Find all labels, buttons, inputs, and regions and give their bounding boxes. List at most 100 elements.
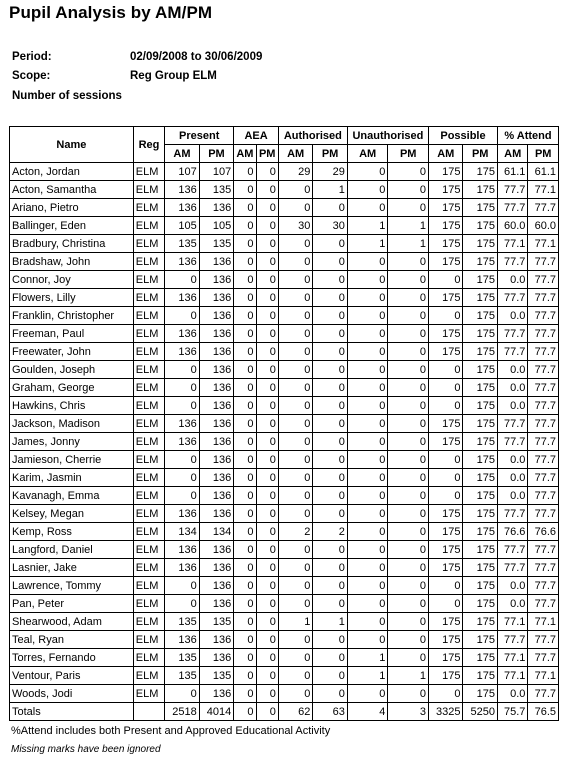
cell-unauthorised-pm: 0 (387, 432, 429, 451)
cell-attend-am: 77.1 (496, 648, 529, 667)
header-pm: PM (255, 144, 279, 163)
cell-aea-am: 0 (233, 540, 257, 559)
cell-authorised-am: 30 (277, 216, 314, 235)
cell-aea-pm: 0 (255, 468, 279, 487)
cell-attend-pm: 77.7 (527, 558, 559, 577)
cell-possible-am: 175 (427, 504, 464, 523)
cell-authorised-am: 62 (277, 702, 314, 721)
cell-name: Kavanagh, Emma (9, 486, 134, 505)
cell-authorised-pm: 0 (312, 270, 348, 289)
cell-unauthorised-am: 1 (346, 648, 389, 667)
cell-authorised-am: 29 (277, 162, 314, 181)
period-label: Period: (12, 51, 52, 63)
cell-unauthorised-pm: 0 (387, 378, 429, 397)
cell-aea-am: 0 (233, 702, 257, 721)
cell-attend-am: 77.7 (496, 198, 529, 217)
cell-attend-pm: 77.7 (527, 324, 559, 343)
cell-name: Bradshaw, John (9, 252, 134, 271)
cell-unauthorised-am: 0 (346, 180, 389, 199)
cell-possible-pm: 175 (462, 306, 498, 325)
cell-name: Flowers, Lilly (9, 288, 134, 307)
table-row: Freewater, John ELM 136 136 0 0 0 0 0 0 175 175 77.7… (9, 342, 559, 361)
cell-possible-pm: 175 (462, 576, 498, 595)
cell-authorised-am: 0 (277, 234, 314, 253)
cell-present-am: 136 (164, 558, 200, 577)
cell-name: Connor, Joy (9, 270, 134, 289)
cell-authorised-pm: 0 (312, 648, 348, 667)
cell-reg: ELM (132, 234, 166, 253)
cell-authorised-pm: 0 (312, 414, 348, 433)
cell-attend-am: 0.0 (496, 306, 529, 325)
cell-possible-pm: 175 (462, 648, 498, 667)
cell-authorised-am: 0 (277, 198, 314, 217)
cell-possible-pm: 175 (462, 288, 498, 307)
cell-name: Pan, Peter (9, 594, 134, 613)
cell-present-pm: 136 (198, 504, 235, 523)
header-am: AM (233, 144, 257, 163)
cell-possible-am: 175 (427, 342, 464, 361)
cell-present-am: 136 (164, 288, 200, 307)
cell-authorised-pm: 0 (312, 468, 348, 487)
cell-possible-pm: 175 (462, 198, 498, 217)
cell-attend-am: 77.7 (496, 288, 529, 307)
table-row: Goulden, Joseph ELM 0 136 0 0 0 0 0 0 0 175 0.0 77.7 (9, 360, 559, 379)
cell-aea-am: 0 (233, 648, 257, 667)
cell-attend-pm: 77.7 (527, 540, 559, 559)
header-unauthorised: Unauthorised (346, 126, 430, 145)
cell-unauthorised-am: 0 (346, 396, 389, 415)
table-row: Kemp, Ross ELM 134 134 0 0 2 2 0 0 175 175 76.6 76.6 (9, 522, 559, 541)
cell-aea-am: 0 (233, 162, 257, 181)
cell-authorised-am: 0 (277, 432, 314, 451)
cell-aea-am: 0 (233, 414, 257, 433)
cell-aea-am: 0 (233, 432, 257, 451)
cell-attend-pm: 77.7 (527, 450, 559, 469)
cell-present-am: 0 (164, 450, 200, 469)
cell-present-am: 105 (164, 216, 200, 235)
cell-present-am: 0 (164, 594, 200, 613)
cell-attend-pm: 77.7 (527, 414, 559, 433)
header-am: AM (277, 144, 314, 163)
cell-possible-am: 0 (427, 378, 464, 397)
cell-possible-pm: 175 (462, 216, 498, 235)
cell-aea-pm: 0 (255, 180, 279, 199)
cell-possible-pm: 175 (462, 450, 498, 469)
cell-attend-am: 0.0 (496, 396, 529, 415)
table-row: Langford, Daniel ELM 136 136 0 0 0 0 0 0 175 175 77.… (9, 540, 559, 559)
cell-present-pm: 136 (198, 342, 235, 361)
cell-present-pm: 136 (198, 558, 235, 577)
cell-present-pm: 136 (198, 198, 235, 217)
cell-attend-pm: 77.7 (527, 270, 559, 289)
cell-aea-pm: 0 (255, 396, 279, 415)
cell-aea-am: 0 (233, 270, 257, 289)
cell-reg: ELM (132, 342, 166, 361)
cell-name: James, Jonny (9, 432, 134, 451)
cell-authorised-am: 0 (277, 558, 314, 577)
cell-present-pm: 136 (198, 450, 235, 469)
cell-authorised-pm: 63 (312, 702, 348, 721)
cell-present-am: 136 (164, 252, 200, 271)
cell-authorised-am: 0 (277, 540, 314, 559)
cell-authorised-pm: 0 (312, 630, 348, 649)
table-row: Teal, Ryan ELM 136 136 0 0 0 0 0 0 175 175 77.7 77.7 (9, 630, 559, 649)
cell-present-pm: 136 (198, 378, 235, 397)
cell-attend-pm: 77.1 (527, 612, 559, 631)
cell-reg: ELM (132, 648, 166, 667)
cell-aea-am: 0 (233, 234, 257, 253)
cell-attend-am: 77.7 (496, 540, 529, 559)
header-pm: PM (387, 144, 429, 163)
cell-unauthorised-pm: 1 (387, 666, 429, 685)
table-body: Acton, Jordan ELM 107 107 0 0 29 29 0 0 175 175 61.1… (9, 162, 559, 721)
cell-authorised-pm: 0 (312, 396, 348, 415)
cell-attend-pm: 61.1 (527, 162, 559, 181)
cell-attend-am: 77.1 (496, 612, 529, 631)
cell-possible-am: 175 (427, 234, 464, 253)
cell-possible-pm: 175 (462, 270, 498, 289)
cell-aea-am: 0 (233, 612, 257, 631)
cell-name: Kemp, Ross (9, 522, 134, 541)
cell-aea-pm: 0 (255, 504, 279, 523)
cell-possible-am: 175 (427, 324, 464, 343)
cell-authorised-am: 0 (277, 342, 314, 361)
cell-reg: ELM (132, 486, 166, 505)
cell-authorised-am: 0 (277, 504, 314, 523)
cell-reg: ELM (132, 270, 166, 289)
